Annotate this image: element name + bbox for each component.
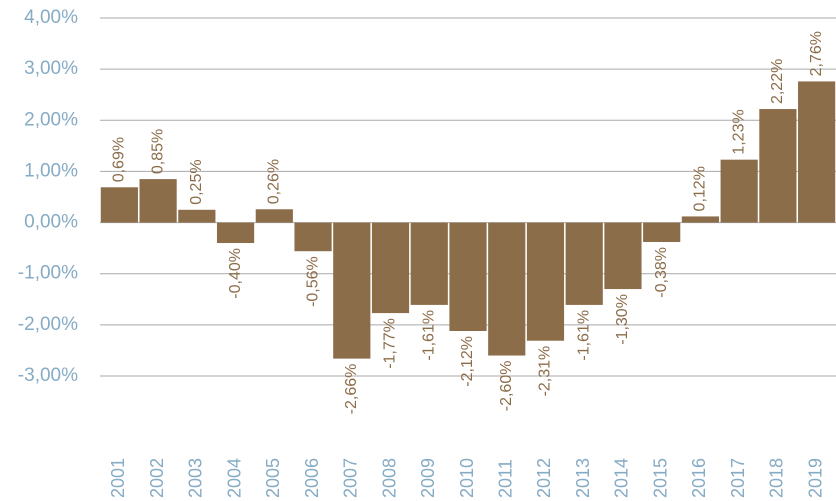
x-tick-label: 2012: [534, 458, 554, 498]
data-label: -1,30%: [614, 294, 631, 345]
data-label: 1,23%: [730, 109, 747, 154]
bar: [798, 81, 836, 223]
x-tick-label: 2018: [767, 458, 787, 498]
bar: [720, 159, 758, 223]
x-tick-label: 2010: [457, 458, 477, 498]
y-tick-label: -2,00%: [18, 314, 78, 335]
y-tick-label: 2,00%: [24, 109, 78, 130]
bar: [410, 222, 448, 305]
data-label: 0,85%: [149, 129, 166, 174]
x-tick-label: 2006: [302, 458, 322, 498]
bar: [759, 109, 797, 223]
x-tick-label: 2002: [147, 458, 167, 498]
data-label: -1,61%: [420, 310, 437, 361]
bar: [333, 222, 371, 359]
x-tick-label: 2015: [650, 458, 670, 498]
data-label: -2,12%: [459, 336, 476, 387]
data-label: -2,60%: [498, 361, 515, 412]
y-tick-label: 3,00%: [24, 58, 78, 79]
y-tick-label: 0,00%: [24, 212, 78, 233]
bar: [604, 222, 642, 290]
bar: [294, 222, 332, 252]
data-label: 2,76%: [808, 31, 825, 76]
data-label: -0,38%: [653, 247, 670, 298]
x-tick-label: 2011: [495, 459, 515, 498]
y-tick-label: -3,00%: [18, 365, 78, 386]
data-label: -0,56%: [304, 256, 321, 307]
bar: [216, 222, 255, 244]
data-label: 0,12%: [692, 166, 709, 211]
bar: [139, 179, 177, 223]
bar: [100, 187, 138, 223]
x-tick-label: 2007: [341, 458, 361, 498]
x-tick-label: 2008: [379, 458, 399, 498]
bar: [681, 216, 720, 223]
data-label: -0,40%: [227, 248, 244, 299]
data-label: -1,77%: [382, 318, 399, 369]
x-tick-label: 2003: [186, 458, 206, 498]
x-tick-label: 2004: [224, 458, 244, 498]
x-tick-label: 2014: [612, 458, 632, 498]
bar: [643, 222, 681, 243]
x-tick-label: 2005: [263, 458, 283, 498]
bar: [178, 209, 216, 223]
data-label: -1,61%: [575, 310, 592, 361]
bar: [565, 222, 603, 305]
bar: [488, 222, 526, 356]
data-label: 2,22%: [769, 59, 786, 104]
data-label: 0,26%: [266, 159, 283, 204]
x-tick-label: 2019: [805, 458, 825, 498]
bar: [371, 222, 410, 314]
bar: [255, 209, 293, 223]
y-tick-label: 4,00%: [24, 7, 78, 28]
y-tick-label: 1,00%: [24, 160, 78, 181]
x-tick-label: 2013: [573, 458, 593, 498]
x-tick-label: 2017: [728, 458, 748, 498]
x-tick-label: 2009: [418, 458, 438, 498]
data-label: 0,25%: [188, 159, 205, 204]
bar: [526, 222, 565, 341]
bar: [449, 222, 487, 331]
x-tick-label: 2016: [689, 458, 709, 498]
data-label: 0,69%: [111, 137, 128, 182]
data-label: -2,31%: [537, 346, 554, 397]
data-label: -2,66%: [343, 364, 360, 415]
x-tick-label: 2001: [108, 458, 128, 498]
y-tick-label: -1,00%: [18, 263, 78, 284]
